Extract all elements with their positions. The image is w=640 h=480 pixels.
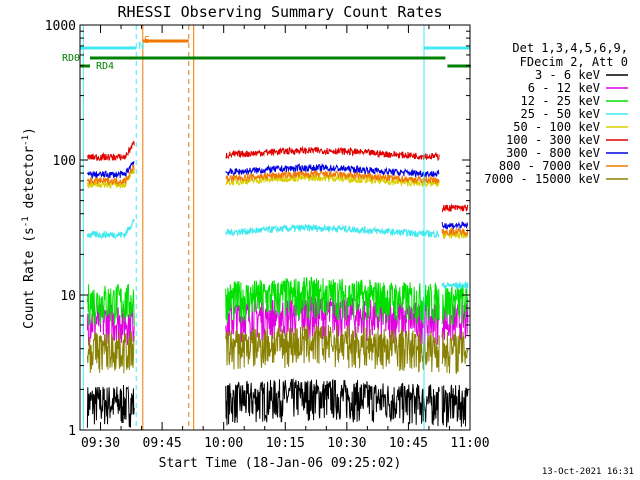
y-tick-label-0: 1 bbox=[68, 424, 76, 439]
x-tick-label-1: 09:45 bbox=[143, 436, 182, 451]
legend-header-line-2: FDecim 2, Att 0 bbox=[520, 55, 628, 69]
y-axis-label-mid: detector bbox=[22, 146, 37, 217]
y-axis-label-start: Count Rate (s bbox=[22, 227, 37, 329]
y-axis-label-sup: -1 bbox=[21, 216, 31, 227]
y-axis-label-sup2: -1 bbox=[21, 135, 31, 146]
legend-label-3: 25 - 50 keV bbox=[521, 107, 600, 121]
series-line-8 bbox=[86, 324, 469, 374]
legend-label-2: 12 - 25 keV bbox=[521, 94, 600, 108]
y-tick-label-1: 10 bbox=[60, 289, 76, 304]
legend-label-6: 300 - 800 keV bbox=[506, 146, 600, 160]
plot-frame bbox=[79, 24, 471, 431]
series-line-0 bbox=[86, 378, 469, 428]
legend-label-8: 7000 - 15000 keV bbox=[484, 172, 600, 186]
series-line-3 bbox=[86, 218, 469, 290]
chart-title: RHESSI Observing Summary Count Rates bbox=[117, 3, 442, 21]
y-tick-label-2: 100 bbox=[53, 154, 76, 169]
timestamp: 13-Oct-2021 16:31 bbox=[542, 467, 634, 477]
legend: Det 1,3,4,5,6,9, FDecim 2, Att 0 3 - 6 k… bbox=[484, 41, 628, 186]
x-tick-label-0: 09:30 bbox=[81, 436, 120, 451]
legend-header-line-1: Det 1,3,4,5,6,9, bbox=[512, 41, 628, 55]
saa-label: S bbox=[144, 35, 150, 46]
x-tick-label-6: 11:00 bbox=[450, 436, 489, 451]
series-line-5 bbox=[86, 140, 469, 213]
y-tick-label-3: 1000 bbox=[45, 19, 76, 34]
night-label: N bbox=[138, 41, 144, 52]
x-tick-label-5: 10:45 bbox=[389, 436, 428, 451]
y-axis-label: Count Rate (s-1 detector-1) bbox=[21, 127, 37, 329]
rd4-label: RD4 bbox=[96, 61, 114, 72]
rd0-label: RD0 bbox=[62, 53, 80, 64]
plot-area: SN RD0 RD4 1 10 100 1000 09:30 09:45 10:00 10:15 10… bbox=[45, 19, 490, 451]
x-axis-label: Start Time (18-Jan-06 09:25:02) bbox=[159, 456, 402, 471]
series-line-7 bbox=[86, 163, 469, 238]
legend-label-5: 100 - 300 keV bbox=[506, 133, 600, 147]
x-tick-label-4: 10:30 bbox=[327, 436, 366, 451]
x-tick-label-3: 10:15 bbox=[266, 436, 305, 451]
legend-label-0: 3 - 6 keV bbox=[535, 68, 600, 82]
legend-label-1: 6 - 12 keV bbox=[528, 81, 600, 95]
y-axis-label-end: ) bbox=[22, 127, 37, 135]
legend-label-4: 50 - 100 keV bbox=[513, 120, 600, 134]
series-line-6 bbox=[86, 160, 469, 230]
x-tick-label-2: 10:00 bbox=[204, 436, 243, 451]
legend-label-7: 800 - 7000 keV bbox=[499, 159, 600, 173]
